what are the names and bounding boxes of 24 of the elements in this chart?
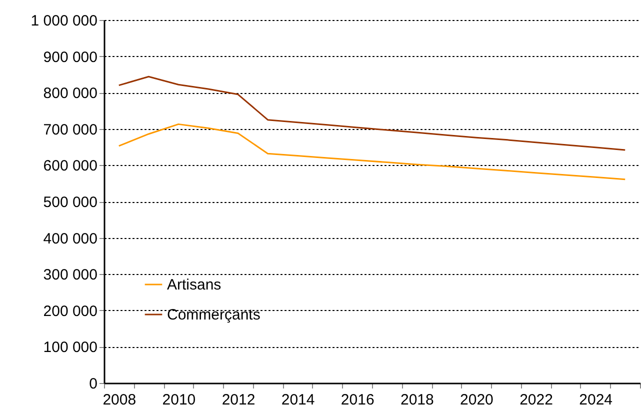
x-tick-label: 2008 [102, 392, 136, 408]
x-tick-label: 2014 [281, 392, 315, 408]
y-tick-label: 700 000 [43, 121, 98, 138]
y-tick-label: 0 [89, 376, 98, 392]
y-tick-label: 500 000 [43, 194, 98, 211]
legend-label: Artisans [167, 276, 222, 294]
x-tick-label: 2016 [340, 392, 374, 408]
y-tick-label: 400 000 [43, 230, 98, 248]
y-tick-label: 900 000 [43, 48, 98, 66]
y-tick-label: 200 000 [43, 302, 98, 320]
x-tick-label: 2020 [460, 392, 494, 408]
legend-label: Commerçants [167, 306, 260, 324]
y-tick-label: 1 000 000 [30, 12, 98, 30]
y-tick-label: 300 000 [43, 266, 98, 284]
line-series [118, 123, 626, 180]
line-series [118, 76, 626, 151]
x-tick-label: 2024 [579, 392, 613, 408]
y-tick-label: 100 000 [43, 339, 98, 356]
y-tick-label: 600 000 [43, 158, 98, 175]
x-tick-label: 2012 [222, 392, 256, 408]
x-tick-label: 2022 [520, 392, 553, 408]
y-tick-label: 800 000 [43, 85, 98, 102]
x-tick-label: 2010 [162, 392, 196, 408]
x-tick-label: 2018 [400, 392, 434, 408]
